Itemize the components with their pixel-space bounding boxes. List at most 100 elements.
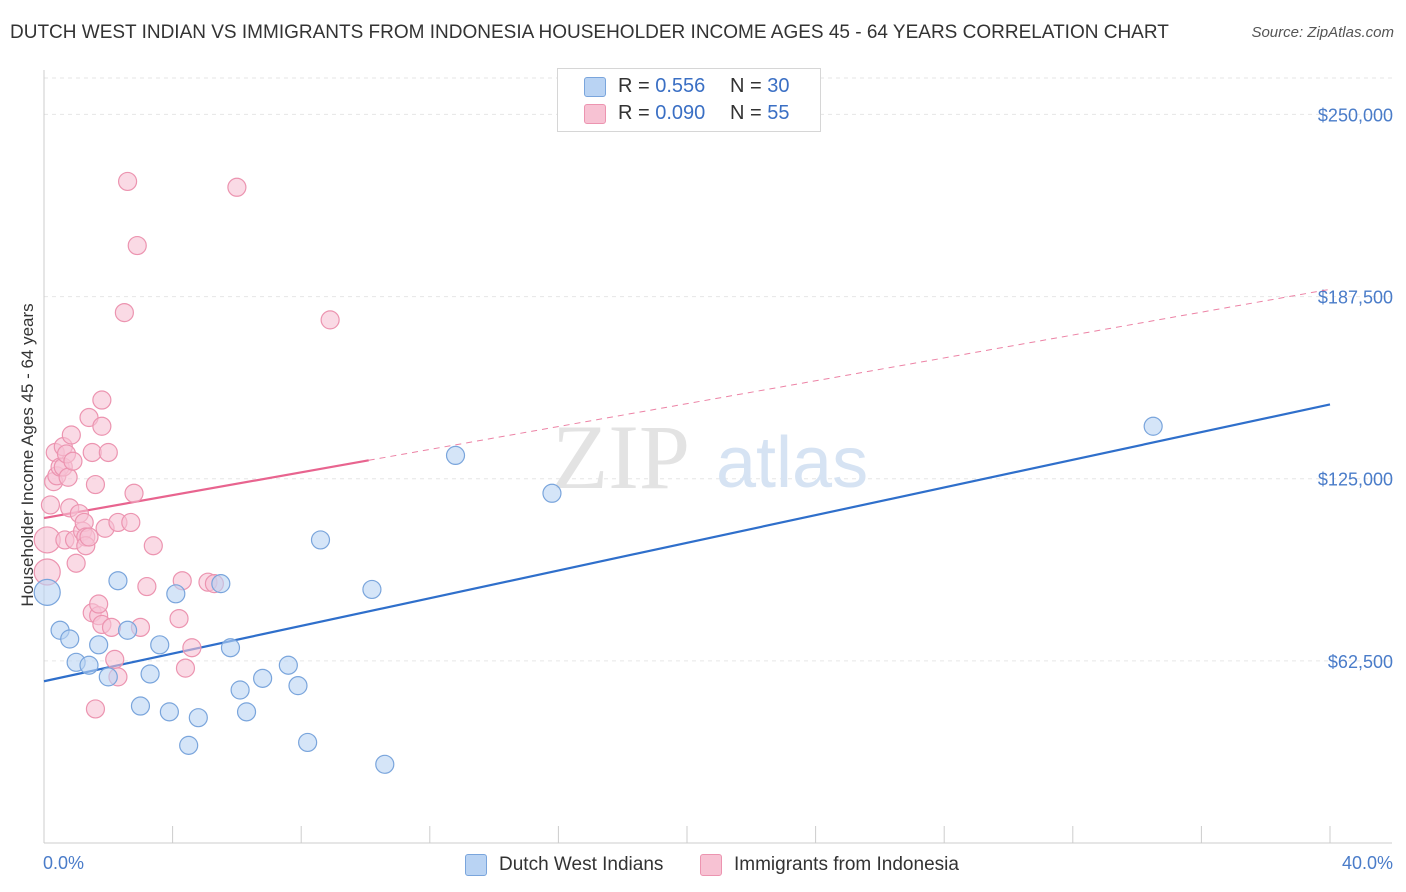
series-legend: Dutch West Indians Immigrants from Indon…: [0, 851, 1406, 879]
data-point-dutch-west-indians: [33, 578, 61, 606]
legend-n: N = 30: [730, 75, 790, 98]
data-point-dutch-west-indians: [375, 754, 395, 774]
legend-item-immigrants-from-indonesia: Immigrants from Indonesia: [700, 851, 959, 879]
data-point-dutch-west-indians: [150, 635, 170, 655]
data-point-immigrants-from-indonesia: [143, 536, 163, 556]
source-credit: Source: ZipAtlas.com: [1251, 24, 1394, 41]
data-point-immigrants-from-indonesia: [101, 617, 122, 637]
data-point-dutch-west-indians: [79, 655, 99, 675]
legend-n: N = 55: [730, 102, 790, 125]
data-point-immigrants-from-indonesia: [40, 495, 61, 515]
legend-row-immigrants-from-indonesia: R = 0.090 N = 55: [558, 100, 820, 126]
legend-r-label: R =: [618, 101, 650, 124]
y-tick-label: $187,500: [1318, 288, 1393, 308]
legend-n-value: 55: [767, 101, 790, 124]
data-point-dutch-west-indians: [253, 668, 273, 688]
data-point-dutch-west-indians: [236, 702, 257, 722]
points-immigrants-from-indonesia: [33, 171, 340, 719]
y-tick-labels: $62,500 $125,000 $187,500 $250,000: [1318, 105, 1393, 671]
data-point-immigrants-from-indonesia: [121, 512, 141, 533]
data-point-dutch-west-indians: [60, 629, 80, 649]
chart-title: DUTCH WEST INDIAN VS IMMIGRANTS FROM IND…: [10, 22, 1169, 43]
legend-n-value: 30: [767, 74, 790, 97]
data-point-immigrants-from-indonesia: [92, 390, 112, 410]
data-point-immigrants-from-indonesia: [320, 310, 340, 330]
axes: [43, 70, 1392, 844]
data-point-immigrants-from-indonesia: [175, 658, 196, 678]
correlation-legend: R = 0.556 N = 30 R = 0.090 N = 55: [557, 68, 821, 132]
data-point-dutch-west-indians: [298, 732, 318, 753]
legend-n-label: N =: [730, 101, 762, 124]
data-point-immigrants-from-indonesia: [66, 553, 86, 573]
trend-lines: [43, 288, 1331, 683]
data-point-immigrants-from-indonesia: [127, 235, 147, 256]
x-tick-label-min: 0.0%: [43, 853, 84, 873]
legend-item-dutch-west-indians: Dutch West Indians: [465, 851, 663, 879]
data-point-immigrants-from-indonesia: [85, 699, 106, 719]
data-point-immigrants-from-indonesia: [85, 474, 106, 495]
legend-r-value: 0.090: [655, 101, 706, 124]
data-point-immigrants-from-indonesia: [61, 425, 81, 445]
points-dutch-west-indians: [33, 416, 1163, 774]
x-ticks: [43, 826, 1331, 843]
data-point-dutch-west-indians: [230, 680, 250, 700]
data-point-dutch-west-indians: [288, 676, 308, 696]
legend-r: R = 0.090: [618, 102, 705, 125]
legend-swatch-pink: [700, 854, 722, 876]
x-tick-label-max: 40.0%: [1342, 853, 1393, 873]
legend-swatch-blue: [465, 854, 487, 876]
data-point-dutch-west-indians: [108, 571, 128, 591]
legend-n-label: N =: [730, 74, 762, 97]
legend-label: Dutch West Indians: [499, 854, 664, 875]
data-point-dutch-west-indians: [89, 635, 109, 655]
data-point-dutch-west-indians: [310, 530, 331, 550]
y-tick-label: $250,000: [1318, 105, 1393, 125]
data-point-dutch-west-indians: [1143, 416, 1163, 436]
data-point-immigrants-from-indonesia: [117, 171, 138, 192]
trend-line-immigrants-from-indonesia: [43, 459, 369, 520]
legend-r-label: R =: [618, 74, 650, 97]
data-point-dutch-west-indians: [211, 574, 231, 594]
data-point-dutch-west-indians: [166, 584, 186, 604]
legend-swatch-blue: [584, 77, 606, 97]
data-point-dutch-west-indians: [140, 664, 160, 684]
data-point-dutch-west-indians: [159, 702, 179, 722]
data-point-dutch-west-indians: [188, 708, 208, 728]
data-point-dutch-west-indians: [362, 579, 382, 600]
legend-swatch-pink: [584, 104, 606, 124]
legend-r: R = 0.556: [618, 75, 705, 98]
data-point-immigrants-from-indonesia: [105, 649, 125, 670]
data-point-immigrants-from-indonesia: [63, 451, 83, 471]
data-point-dutch-west-indians: [278, 655, 298, 675]
legend-label: Immigrants from Indonesia: [734, 854, 959, 875]
data-point-immigrants-from-indonesia: [124, 483, 144, 503]
trend-line-dutch-west-indians: [43, 403, 1331, 683]
data-point-dutch-west-indians: [542, 483, 562, 503]
data-point-immigrants-from-indonesia: [98, 442, 118, 463]
data-point-immigrants-from-indonesia: [169, 608, 189, 629]
data-point-immigrants-from-indonesia: [227, 177, 247, 197]
data-point-dutch-west-indians: [130, 696, 151, 716]
data-point-dutch-west-indians: [98, 667, 118, 687]
data-point-immigrants-from-indonesia: [137, 576, 157, 597]
watermark-zip: ZIP: [552, 406, 690, 508]
data-point-immigrants-from-indonesia: [182, 638, 202, 658]
watermark: ZIP atlas: [552, 406, 868, 508]
data-point-dutch-west-indians: [179, 735, 199, 755]
data-point-immigrants-from-indonesia: [92, 416, 112, 436]
data-point-immigrants-from-indonesia: [89, 594, 109, 614]
gridlines: [44, 77, 1392, 662]
y-tick-label: $62,500: [1328, 652, 1393, 672]
data-point-dutch-west-indians: [117, 620, 138, 640]
legend-r-value: 0.556: [655, 74, 706, 97]
data-point-immigrants-from-indonesia: [79, 527, 99, 547]
data-point-immigrants-from-indonesia: [58, 467, 78, 487]
legend-row-dutch-west-indians: R = 0.556 N = 30: [558, 73, 820, 99]
data-point-dutch-west-indians: [445, 445, 466, 465]
data-point-immigrants-from-indonesia: [114, 303, 134, 323]
data-point-immigrants-from-indonesia: [82, 442, 102, 463]
data-point-dutch-west-indians: [220, 638, 241, 658]
trend-line-extension-immigrants-from-indonesia: [368, 288, 1331, 461]
y-tick-label: $125,000: [1318, 470, 1393, 490]
